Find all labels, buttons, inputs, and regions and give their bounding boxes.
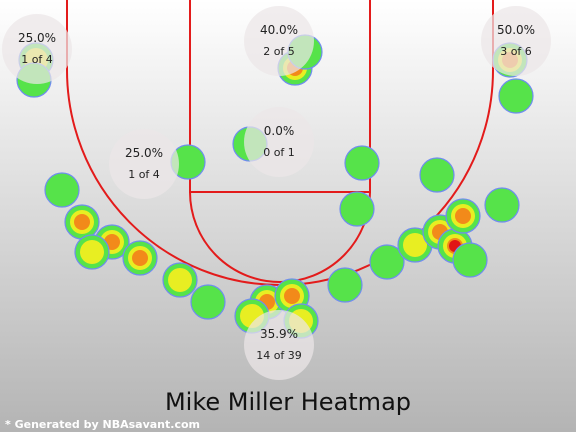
paint-lane (189, 0, 371, 193)
zone-made-label: 2 of 5 (263, 45, 295, 58)
shot-cluster (498, 78, 534, 114)
zone-pct-label: 40.0% (260, 23, 298, 37)
shot-cluster (484, 187, 520, 223)
zone-made-label: 0 of 1 (263, 146, 295, 159)
shot-cluster-layer (339, 191, 375, 227)
zone-bubble: 25.0% 1 of 4 (2, 14, 72, 84)
credit-text: * Generated by NBAsavant.com (5, 418, 200, 431)
shot-cluster-layer (284, 288, 300, 304)
zone-bubble: 40.0% 2 of 5 (244, 6, 314, 76)
zone-pct-label: 35.9% (260, 327, 298, 341)
shot-cluster (122, 240, 158, 276)
shot-cluster (344, 145, 380, 181)
zone-made-label: 1 of 4 (128, 168, 160, 181)
shot-cluster (327, 267, 363, 303)
zone-pct-label: 50.0% (497, 23, 535, 37)
shot-cluster-layer (168, 268, 192, 292)
zone-pct-label: 0.0% (264, 124, 295, 138)
zone-pct-label: 25.0% (18, 31, 56, 45)
shot-cluster-layer (452, 242, 488, 278)
shot-cluster-layer (327, 267, 363, 303)
shot-cluster (339, 191, 375, 227)
zone-made-label: 1 of 4 (21, 53, 53, 66)
zone-bubble: 25.0% 1 of 4 (109, 129, 179, 199)
zone-made-label: 3 of 6 (500, 45, 532, 58)
zone-pct-label: 25.0% (125, 146, 163, 160)
shot-cluster-layer (484, 187, 520, 223)
shot-cluster (369, 244, 405, 280)
shot-cluster (274, 278, 310, 314)
shot-cluster-layer (44, 172, 80, 208)
zone-bubble-circle (244, 107, 314, 177)
zone-made-label: 14 of 39 (256, 349, 302, 362)
chart-title: Mike Miller Heatmap (165, 388, 411, 416)
shot-cluster (64, 204, 100, 240)
shot-cluster (44, 172, 80, 208)
shot-cluster-layer (80, 240, 104, 264)
free-throw-arc (189, 191, 371, 283)
shot-cluster (162, 262, 198, 298)
shot-cluster-layer (403, 233, 427, 257)
shot-cluster-layer (132, 250, 148, 266)
zone-labels: 25.0% 1 of 4 40.0% 2 of 5 50.0% 3 of 6 25.0% 1 … (2, 6, 551, 380)
zone-bubble-circle (2, 14, 72, 84)
shot-cluster-layer (344, 145, 380, 181)
zone-bubble-circle (481, 6, 551, 76)
shot-cluster-layer (455, 208, 471, 224)
shot-cluster-layer (419, 157, 455, 193)
zone-bubble-circle (109, 129, 179, 199)
zone-bubble-circle (244, 6, 314, 76)
zone-bubble: 35.9% 14 of 39 (244, 310, 314, 380)
shot-cluster-layer (74, 214, 90, 230)
shot-cluster (445, 198, 481, 234)
shot-cluster-layer (498, 78, 534, 114)
shot-cluster (452, 242, 488, 278)
shot-cluster (190, 284, 226, 320)
zone-bubble-circle (244, 310, 314, 380)
shot-cluster (419, 157, 455, 193)
shot-cluster-layer (369, 244, 405, 280)
shot-cluster (74, 234, 110, 270)
zone-bubble: 50.0% 3 of 6 (481, 6, 551, 76)
shot-cluster-layer (190, 284, 226, 320)
zone-bubble: 0.0% 0 of 1 (244, 107, 314, 177)
